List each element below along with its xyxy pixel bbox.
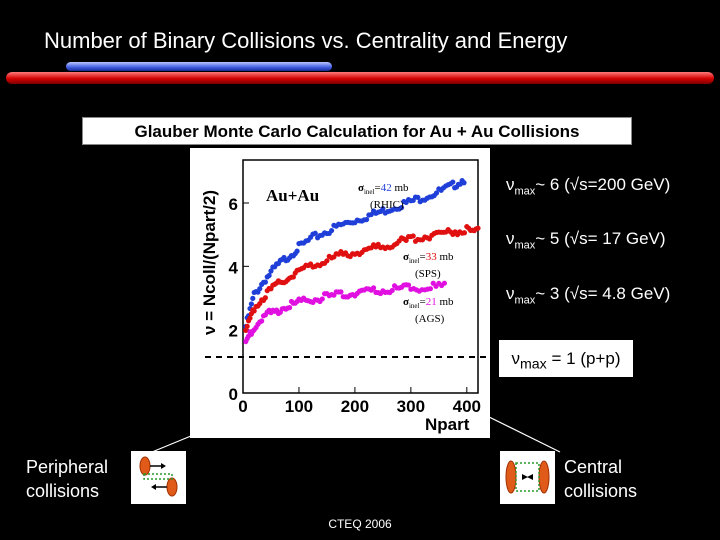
sigma-annotation-1: σinel=33 mb (SPS) (403, 251, 454, 281)
x-tick-label-3: 300 (397, 397, 425, 416)
series-0-point-37 (312, 230, 318, 236)
x-axis-label: Npart (425, 415, 469, 435)
slide-title: Number of Binary Collisions vs. Centrali… (44, 28, 568, 53)
series-2-point-40 (319, 296, 325, 302)
series-0-point-74 (398, 205, 405, 211)
sigma-annotation-0: σinel=42 mb (RHIC) (358, 182, 409, 212)
glauber-subtitle: Glauber Monte Carlo Calculation for Au +… (82, 117, 632, 145)
series-1-point-108 (475, 225, 481, 231)
nu-max-line-1: νmax~ 5 (√s= 17 GeV) (506, 229, 666, 252)
series-1-point-27 (290, 274, 296, 280)
title-underline-red (6, 72, 714, 84)
series-0-point-81 (415, 194, 421, 201)
series-1-point-1 (244, 323, 250, 329)
series-2-point-48 (338, 289, 344, 295)
peripheral-label-line2: collisions (26, 481, 100, 501)
y-axis-label-text: ν = Ncoll/(Npart/2) (200, 190, 219, 335)
central-label: Central collisions (564, 455, 637, 503)
series-1-point-12 (262, 295, 268, 301)
series-0-point-96 (450, 179, 456, 185)
series-1-point-3 (247, 315, 253, 321)
series-1-point-79 (410, 233, 416, 239)
central-diagram (505, 460, 550, 494)
series-0-point-9 (257, 286, 263, 292)
peripheral-label: Peripheral collisions (26, 455, 108, 503)
series-0-point-102 (461, 180, 467, 186)
y-tick-label-2: 4 (229, 258, 239, 277)
y-tick-label-1: 2 (229, 322, 238, 341)
series-0-point-5 (250, 295, 256, 301)
series-0-point-89 (433, 190, 440, 196)
series-0-point-12 (262, 279, 268, 285)
plot-frame (242, 159, 479, 394)
peripheral-label-line1: Peripheral (26, 457, 109, 477)
series-1-point-101 (461, 230, 468, 236)
series-2-point-90 (441, 280, 448, 286)
footer-text: CTEQ 2006 (328, 517, 392, 531)
central-pointer-line (482, 413, 561, 453)
title-underline-blue (66, 62, 332, 71)
peripheral-box (131, 451, 186, 504)
central-label-line1: Central (564, 457, 623, 477)
system-label: Au+Au (266, 186, 320, 205)
nu-max-line-2: νmax~ 3 (√s= 4.8 GeV) (506, 284, 671, 307)
series-0-point-44 (328, 227, 335, 234)
series-2-point-70 (389, 287, 395, 294)
peripheral-diagram (139, 456, 178, 497)
series-2-point-25 (287, 305, 293, 311)
x-tick-label-0: 0 (238, 397, 247, 416)
series-0-point-59 (363, 216, 370, 223)
series-2-point-85 (427, 286, 434, 292)
central-label-line2: collisions (564, 481, 638, 501)
nu-max-line-0: νmax~ 6 (√s=200 GeV) (506, 175, 671, 198)
y-tick-label-3: 6 (229, 195, 238, 214)
x-tick-label-2: 200 (341, 397, 369, 416)
series-2-point-62 (370, 285, 377, 291)
x-tick-label-1: 100 (285, 397, 313, 416)
series-1-point-42 (324, 258, 330, 264)
sigma-annotation-2: σinel=21 mb (AGS) (403, 296, 454, 326)
series-1-point-0 (243, 327, 249, 334)
peripheral-pointer-line (151, 414, 243, 453)
series-0-point-15 (268, 268, 274, 274)
series-0-point-66 (380, 206, 386, 212)
series-0-point-14 (266, 272, 272, 279)
series-2-point-77 (405, 282, 412, 288)
series-1-point-76 (403, 237, 409, 243)
y-tick-label-0: 0 (229, 385, 238, 404)
series-2-point-10 (259, 318, 265, 324)
nu-max-line-3: νmax = 1 (p+p) (499, 340, 633, 377)
x-axis-label-text: Npart (425, 415, 470, 434)
y-axis-label: ν = Ncoll/(Npart/2) (200, 190, 219, 335)
series-0-point-29 (294, 248, 300, 254)
x-tick-label-4: 400 (453, 397, 481, 416)
series-1-point-6 (251, 308, 257, 314)
series-0-point-4 (248, 301, 254, 307)
